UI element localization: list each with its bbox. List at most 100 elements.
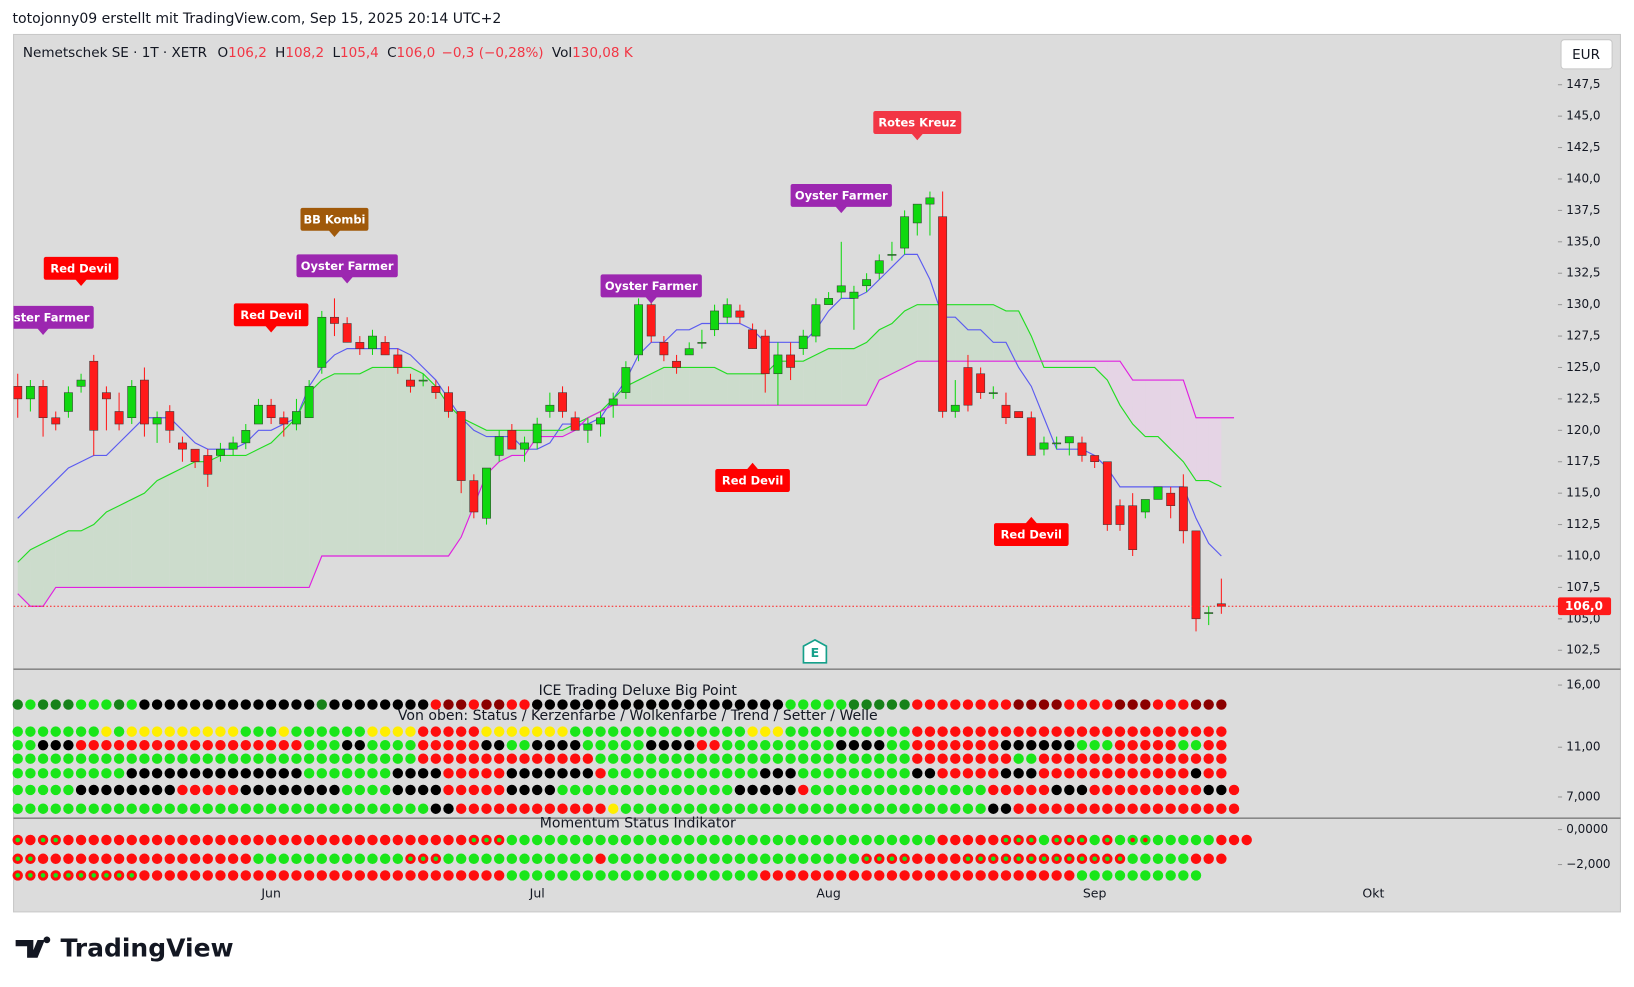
status-dot [367,834,378,846]
status-dot [899,803,910,814]
status-dot [646,870,657,881]
cloud [676,367,690,406]
status-dot [899,699,910,710]
status-dot [747,834,758,846]
status-dot [1089,870,1100,881]
status-dot [50,739,61,751]
cloud [347,373,360,556]
status-dot [1076,803,1088,814]
y-tick-label: 122,5 [1566,391,1600,405]
status-dot [772,739,784,751]
currency[interactable]: EUR [1572,47,1600,63]
status-dot [810,853,822,864]
earnings-icon[interactable]: E [802,638,828,664]
status-dot [329,784,340,796]
status-dot [303,853,315,864]
earnings-badge[interactable] [802,638,828,664]
currency-button[interactable] [1560,39,1613,70]
y-tick-label: 127,5 [1566,329,1600,343]
status-dot [684,853,695,864]
status-dot [772,768,784,779]
earnings-label[interactable]: E [811,645,820,660]
status-dot [113,784,125,796]
status-dot [886,834,898,846]
status-dot [874,768,885,779]
status-dot [646,853,657,864]
status-dot [1152,699,1164,710]
status-dot [1178,853,1189,864]
status-dot [101,753,112,764]
status-dot [278,726,290,737]
status-dot [937,768,948,779]
status-dot [291,853,302,864]
status-dot [1038,784,1050,796]
status-dot [912,803,923,814]
status-dot [329,739,340,751]
status-dot [12,753,23,764]
candle-body [1014,411,1024,419]
status-dot [75,834,87,846]
status-dot [671,870,682,881]
status-dot [1203,699,1214,710]
cloud [701,367,715,406]
status-dot [25,784,36,796]
cloud [435,386,449,556]
status-dot [291,803,302,814]
candle-body [76,379,86,387]
status-dot [836,768,847,779]
status-dot [1165,699,1176,710]
status-dot [709,803,720,814]
status-dot [620,803,632,814]
status-dot [810,803,822,814]
status-dot [1000,739,1012,751]
status-dot [88,784,99,796]
status-dot [582,834,594,846]
cloud [879,323,892,381]
signal-box [296,254,398,278]
status-dot [430,870,442,881]
status-dot [1140,768,1151,779]
candle-body [684,348,694,356]
status-dot [455,784,467,796]
cloud [423,373,436,556]
cloud [1094,361,1108,381]
status-dot [1152,853,1164,864]
status-dot [1089,803,1100,814]
candle-body [811,304,821,337]
signal-label: Oyster Farmer [0,310,90,324]
status-dot [772,753,784,764]
status-dot [823,699,834,710]
candle-body [583,423,593,431]
status-dot [1216,784,1227,796]
cloud [233,455,246,588]
status-dot [405,834,416,846]
status-dot [177,699,188,710]
cloud [309,380,322,588]
candle-body [849,291,859,299]
candle-body [748,329,758,349]
status-dot [937,726,948,737]
status-dot [88,834,99,846]
status-dot [1127,870,1138,881]
cloud [1196,417,1209,481]
status-dot [886,803,898,814]
status-dot [354,784,366,796]
status-dot [848,784,860,796]
status-dot [582,853,594,864]
status-dot [684,803,695,814]
candle-body [127,386,137,419]
status-dot [1026,803,1037,814]
status-dot [646,753,657,764]
status-dot-core [1079,856,1085,862]
status-dot [1089,784,1100,796]
cloud [651,367,664,406]
status-dot [975,753,986,764]
cloud [841,348,854,406]
status-dot [734,726,746,737]
status-dot [544,699,556,710]
status-dot [975,784,986,796]
status-dot [1076,699,1088,710]
status-dot [392,870,404,881]
status-dot [278,784,290,796]
